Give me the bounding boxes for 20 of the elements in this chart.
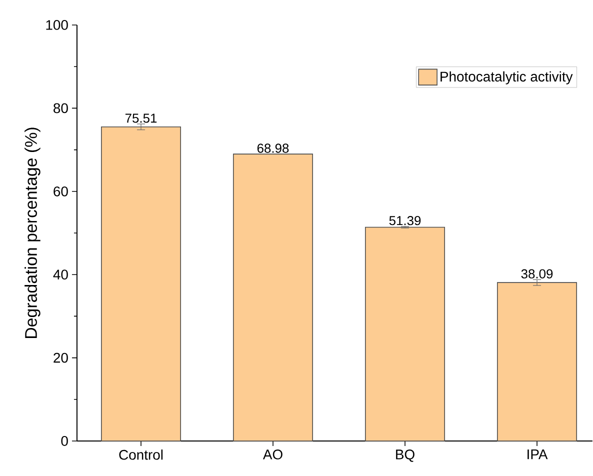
bar: [365, 226, 446, 442]
data-label: 51.39: [389, 216, 421, 226]
x-tick-label: IPA: [528, 450, 548, 460]
y-tick-label: 40: [53, 270, 68, 280]
x-tick-label: AO: [262, 450, 282, 460]
data-label: 68.98: [257, 144, 289, 153]
legend-label: Photocatalytic activity: [440, 71, 573, 84]
y-axis-title: Degradation percentage (%): [24, 128, 40, 338]
y-tick-label: 0: [61, 436, 68, 446]
y-tick-label: 20: [54, 352, 68, 363]
y-tick-label: 60: [54, 186, 68, 196]
data-label: 75.51: [125, 114, 157, 123]
x-tick-label: BQ: [396, 450, 414, 462]
x-tick-label: Control: [119, 450, 163, 460]
y-tick-label: 100: [46, 20, 68, 30]
bar: [101, 126, 181, 442]
bar: [233, 154, 313, 442]
data-label: 38.09: [521, 269, 553, 278]
y-tick-label: 80: [54, 103, 68, 114]
bar: [497, 282, 578, 442]
